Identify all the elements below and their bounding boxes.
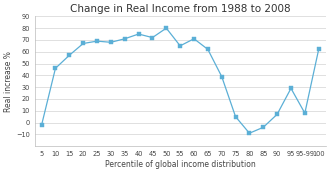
X-axis label: Percentile of global income distribution: Percentile of global income distribution — [105, 160, 255, 169]
Y-axis label: Real increase %: Real increase % — [4, 51, 13, 112]
Title: Change in Real Income from 1988 to 2008: Change in Real Income from 1988 to 2008 — [70, 4, 290, 14]
